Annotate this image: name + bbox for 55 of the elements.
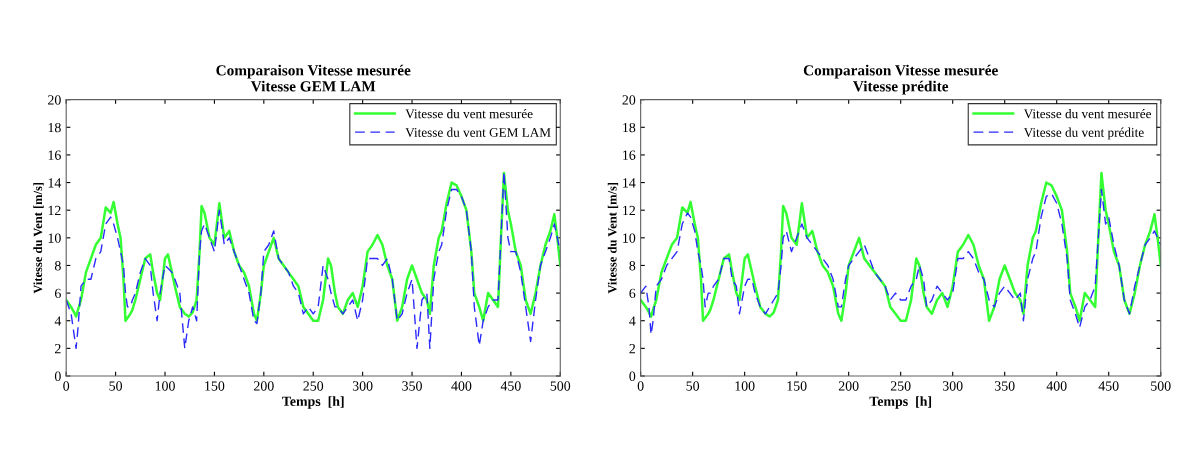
legend-label: Vitesse du vent mesurée [405, 108, 533, 119]
y-tick-label: 14 [48, 178, 62, 188]
x-tick-label: 0 [637, 381, 644, 391]
x-tick-label: 350 [402, 381, 422, 391]
x-tick-label: 500 [550, 381, 571, 391]
y-axis-title: Vitesse du Vent [m/s] [607, 182, 619, 294]
y-tick-label: 2 [55, 343, 61, 354]
x-axis-title: Temps [h] [869, 396, 932, 409]
x-tick-label: 50 [109, 381, 123, 391]
y-tick-label: 14 [623, 178, 636, 188]
y-tick-label: 8 [54, 261, 61, 271]
y-tick-label: 18 [48, 122, 61, 133]
y-tick-label: 16 [48, 150, 61, 160]
y-tick-label: 0 [54, 371, 61, 381]
y-axis-title: Vitesse du Vent [m/s] [33, 182, 44, 294]
x-tick-label: 100 [155, 381, 175, 391]
y-tick-label: 18 [623, 122, 636, 133]
x-tick-label: 450 [1098, 381, 1119, 391]
x-tick-label: 400 [451, 381, 472, 391]
x-tick-label: 150 [787, 381, 807, 391]
y-tick-label: 10 [48, 233, 61, 243]
x-tick-label: 200 [838, 381, 859, 391]
x-tick-label: 300 [352, 381, 373, 391]
y-tick-label: 20 [622, 95, 636, 105]
x-tick-label: 450 [500, 381, 521, 391]
chart-title: Comparaison Vitesse mesurée Vitesse prédite [803, 64, 998, 95]
legend-label: Vitesse du vent mesurée [1023, 108, 1152, 119]
y-tick-label: 2 [629, 343, 636, 354]
y-tick-label: 10 [623, 233, 636, 243]
y-tick-label: 6 [629, 288, 636, 299]
x-tick-label: 100 [735, 381, 755, 391]
x-axis-title: Temps [h] [282, 396, 344, 409]
x-tick-label: 50 [686, 381, 700, 391]
line-series [640, 188, 1161, 336]
y-tick-label: 4 [629, 316, 636, 326]
x-tick-label: 150 [205, 381, 225, 391]
y-tick-label: 16 [623, 150, 636, 160]
y-tick-label: 8 [629, 261, 636, 271]
y-tick-label: 6 [54, 288, 61, 299]
y-tick-label: 4 [54, 316, 62, 326]
chart-title: Comparaison Vitesse mesurée Vitesse GEM LAM [216, 64, 411, 92]
y-tick-label: 12 [623, 205, 636, 216]
legend-label: Vitesse du vent prédite [1023, 127, 1144, 140]
x-tick-label: 300 [942, 381, 963, 391]
x-tick-label: 250 [303, 381, 324, 391]
x-tick-label: 350 [994, 381, 1015, 391]
y-tick-label: 0 [629, 371, 636, 381]
legend-label: Vitesse du vent GEM LAM [405, 127, 551, 137]
x-tick-label: 200 [254, 381, 274, 391]
x-tick-label: 250 [890, 381, 911, 391]
y-tick-label: 12 [48, 205, 61, 216]
x-tick-label: 0 [63, 381, 70, 391]
y-tick-label: 20 [48, 95, 61, 105]
x-tick-label: 500 [1151, 381, 1171, 391]
x-tick-label: 400 [1046, 381, 1067, 391]
